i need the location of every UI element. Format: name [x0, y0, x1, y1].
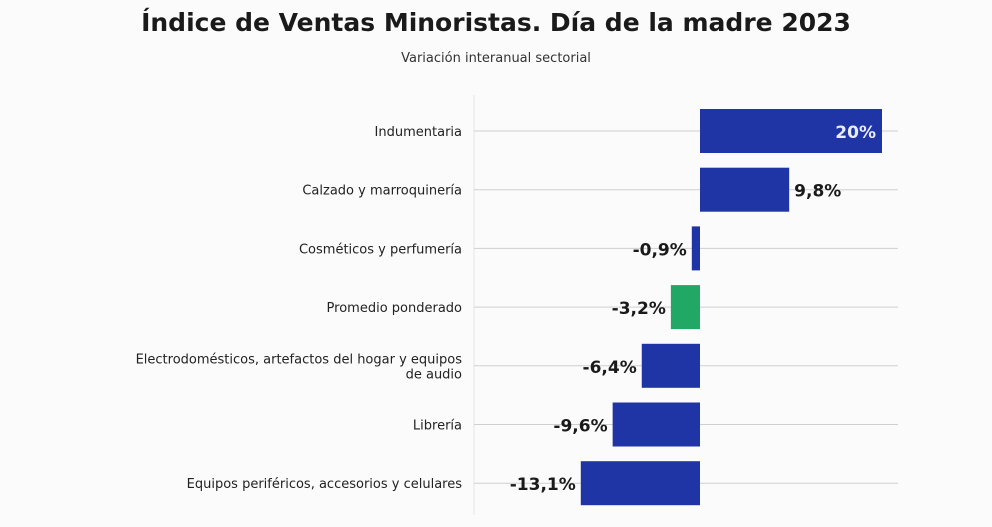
category-label: Electrodomésticos, artefactos del hogar …	[136, 352, 463, 382]
data-label: -3,2%	[612, 299, 666, 319]
chart-title: Índice de Ventas Minoristas. Día de la m…	[141, 8, 851, 37]
data-label: 9,8%	[794, 182, 841, 202]
chart-subtitle: Variación interanual sectorial	[401, 51, 591, 66]
data-label: -6,4%	[583, 358, 637, 378]
bar	[691, 226, 700, 271]
data-label: 20%	[835, 123, 876, 143]
bar	[700, 167, 790, 212]
category-label: Indumentaria	[375, 125, 462, 140]
bar	[670, 285, 700, 330]
data-label: -0,9%	[633, 240, 687, 260]
data-label: -9,6%	[553, 417, 607, 437]
bar	[641, 343, 700, 388]
bar	[612, 402, 700, 447]
bar	[580, 461, 700, 506]
bar	[700, 109, 882, 153]
category-label: Cosméticos y perfumería	[299, 242, 462, 257]
category-label: Equipos periféricos, accesorios y celula…	[187, 477, 463, 492]
category-label: Calzado y marroquinería	[302, 184, 462, 199]
category-label: Librería	[413, 419, 462, 434]
category-label: Promedio ponderado	[327, 301, 462, 316]
data-label: -13,1%	[510, 475, 576, 495]
